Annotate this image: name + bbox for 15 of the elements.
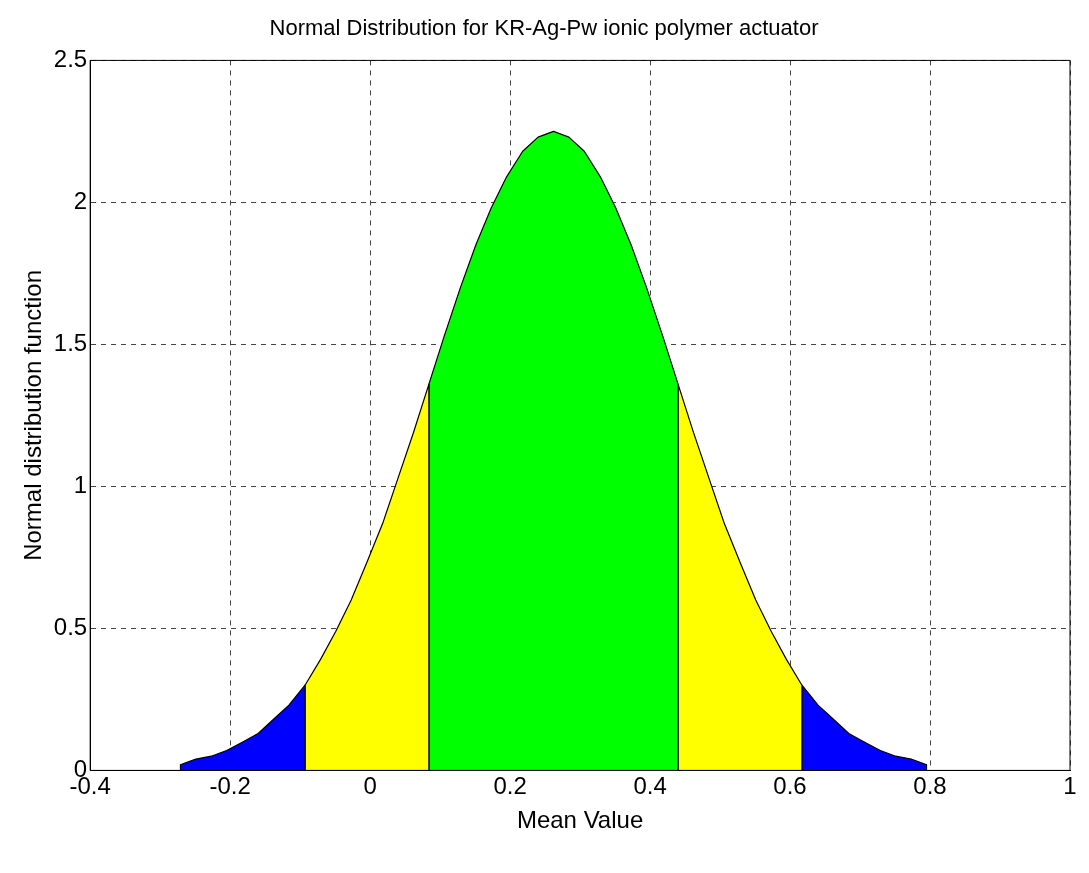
y-tick-label: 1.5 [53, 329, 88, 357]
x-tick-label: 0.6 [773, 772, 807, 800]
y-tick-label: 1 [73, 471, 88, 499]
x-tick-label: 0.4 [633, 772, 667, 800]
x-tick-label: 1 [1063, 772, 1077, 800]
y-tick-label: 2.5 [53, 45, 88, 73]
x-tick-label: 0.8 [913, 772, 947, 800]
x-tick-label: 0 [363, 772, 377, 800]
chart-title: Normal Distribution for KR-Ag-Pw ionic polymer actuator [269, 15, 819, 41]
x-axis-title: Mean Value [516, 806, 644, 834]
x-tick-label: -0.2 [209, 772, 251, 800]
y-tick-label: 0.5 [53, 613, 88, 641]
y-axis-title: Normal distribution function [19, 269, 47, 561]
x-tick-label: 0.2 [493, 772, 527, 800]
y-tick-label: 2 [73, 187, 88, 215]
